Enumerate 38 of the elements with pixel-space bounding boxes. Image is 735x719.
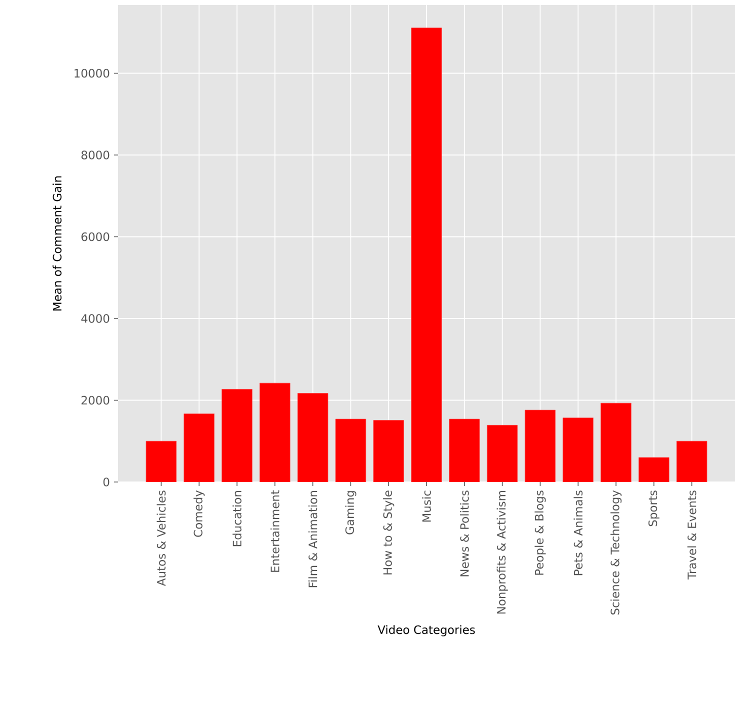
- x-tick-label: Education: [232, 490, 242, 546]
- x-tick-label: Autos & Vehicles: [156, 490, 166, 586]
- x-tick-label: Science & Technology: [610, 490, 622, 615]
- bar: [562, 418, 594, 482]
- bar: [638, 457, 670, 482]
- x-tick-label: Pets & Animals: [574, 490, 583, 576]
- y-tick-label: 4000: [81, 314, 110, 323]
- bar: [373, 420, 404, 482]
- x-tick-label: Nonprofits & Activism: [496, 490, 508, 614]
- bar: [146, 441, 176, 482]
- bar: [298, 393, 328, 482]
- bar: [260, 383, 290, 482]
- y-tick-label: 8000: [81, 150, 110, 160]
- bar: [525, 410, 556, 482]
- bar: [600, 403, 632, 482]
- y-axis-title: Mean of Comment Gain: [52, 176, 62, 310]
- bar: [676, 440, 708, 482]
- x-tick-label: News & Politics: [460, 490, 469, 576]
- y-tick-label: 6000: [82, 232, 110, 242]
- x-tick-label: Sports: [648, 490, 660, 526]
- x-tick-label: Entertainment: [270, 490, 280, 572]
- bar: [411, 28, 442, 482]
- bar: [487, 425, 518, 482]
- bar: [336, 419, 366, 482]
- y-tick-label: 10000: [74, 68, 110, 78]
- bar: [222, 389, 252, 482]
- x-tick-label: Comedy: [194, 490, 205, 537]
- x-tick-label: People & Blogs: [534, 490, 546, 575]
- y-tick-label: 0: [103, 478, 110, 486]
- bar: [184, 414, 214, 482]
- x-axis-title: Video Categories: [378, 625, 475, 636]
- x-tick-label: Film & Animation: [308, 491, 318, 588]
- x-tick-label: Travel & Events: [687, 490, 696, 580]
- x-tick-label: Music: [422, 490, 431, 522]
- x-tick-label: Gaming: [345, 491, 356, 534]
- bar: [449, 419, 480, 482]
- x-tick-label: How to & Style: [383, 490, 394, 574]
- y-tick-label: 2000: [82, 396, 110, 405]
